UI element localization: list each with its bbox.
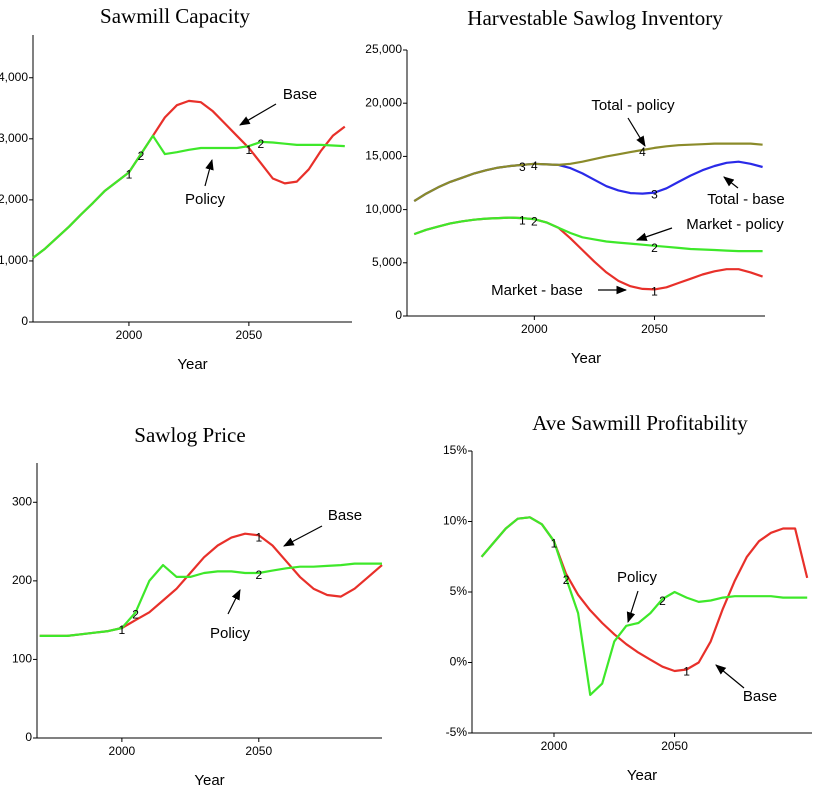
series-marker-label: 1 <box>119 623 126 637</box>
series-marker-label: 2 <box>138 149 145 163</box>
x-tick-label: 2050 <box>236 328 263 342</box>
series-marker-label: 4 <box>639 145 646 159</box>
annotation-arrow <box>239 103 277 126</box>
x-tick-label: 2050 <box>661 739 688 753</box>
annotation: Policy <box>210 625 251 642</box>
annotation: Policy <box>185 191 226 208</box>
y-tick-label: 3,000 <box>0 131 28 145</box>
series-line <box>413 216 763 253</box>
chart-title: Ave Sawmill Profitability <box>532 411 748 435</box>
series-marker-label: 1 <box>126 168 133 182</box>
annotation-arrow <box>635 227 673 241</box>
series-marker-label: 1 <box>246 143 253 157</box>
x-axis-label: Year <box>194 772 224 789</box>
y-tick-label: 300 <box>12 494 32 508</box>
chart-title: Harvestable Sawlog Inventory <box>467 6 723 30</box>
series-marker-label: 2 <box>132 607 139 621</box>
y-tick-label: 20,000 <box>365 95 402 109</box>
annotation-arrow <box>723 176 739 189</box>
series-marker-label: 1 <box>519 213 526 227</box>
series-line <box>480 516 809 673</box>
y-tick-label: 1,000 <box>0 253 28 267</box>
annotation: Base <box>283 86 317 103</box>
x-axis-label: Year <box>177 356 207 373</box>
y-tick-label: 100 <box>12 652 32 666</box>
x-tick-label: 2000 <box>521 322 548 336</box>
y-tick-label: 0% <box>450 655 468 669</box>
series-line <box>32 134 345 259</box>
series-line <box>480 516 808 696</box>
annotation: Total - policy <box>591 97 675 114</box>
x-tick-label: 2000 <box>109 744 136 758</box>
annotation-arrow <box>283 525 323 547</box>
y-tick-label: 2,000 <box>0 192 28 206</box>
series-marker-label: 1 <box>551 536 558 550</box>
series-marker-label: 4 <box>531 159 538 173</box>
series-marker-label: 2 <box>563 573 570 587</box>
y-tick-label: 25,000 <box>365 42 402 56</box>
y-tick-label: 0 <box>25 730 32 744</box>
y-tick-label: 0 <box>395 308 402 322</box>
y-tick-label: -5% <box>446 725 468 739</box>
series-marker-label: 2 <box>258 137 265 151</box>
y-tick-label: 10,000 <box>365 202 402 216</box>
x-tick-label: 2000 <box>541 739 568 753</box>
series-marker-label: 1 <box>683 665 690 679</box>
y-tick-label: 5% <box>450 584 468 598</box>
chart-title: Sawmill Capacity <box>100 4 250 28</box>
annotation: Market - policy <box>686 216 784 233</box>
annotation-arrow <box>626 590 639 624</box>
y-tick-label: 5,000 <box>372 255 402 269</box>
x-tick-label: 2000 <box>116 328 143 342</box>
series-line <box>39 562 382 637</box>
annotation: Base <box>328 507 362 524</box>
annotation: Base <box>743 688 777 705</box>
series-marker-label: 2 <box>651 241 658 255</box>
y-tick-label: 15% <box>443 443 467 457</box>
x-tick-label: 2050 <box>641 322 668 336</box>
annotation-arrow <box>715 664 745 689</box>
annotation-arrow <box>227 589 241 615</box>
series-marker-label: 1 <box>255 530 262 544</box>
annotation: Total - base <box>707 191 785 208</box>
series-marker-label: 1 <box>651 285 658 299</box>
y-tick-label: 0 <box>21 314 28 328</box>
annotation-arrow <box>204 158 214 187</box>
series-line <box>413 142 763 203</box>
chart-title: Sawlog Price <box>134 423 245 447</box>
x-axis-label: Year <box>627 767 657 784</box>
x-tick-label: 2050 <box>245 744 272 758</box>
series-marker-label: 3 <box>651 188 658 202</box>
series-marker-label: 3 <box>519 160 526 174</box>
series-line <box>39 532 383 637</box>
y-tick-label: 200 <box>12 573 32 587</box>
annotation-arrow <box>627 117 646 147</box>
series-marker-label: 2 <box>659 594 666 608</box>
series-marker-label: 2 <box>531 214 538 228</box>
y-tick-label: 10% <box>443 514 467 528</box>
series-line <box>32 99 346 259</box>
y-tick-label: 4,000 <box>0 70 28 84</box>
y-tick-label: 15,000 <box>365 149 402 163</box>
annotation: Policy <box>617 569 658 586</box>
x-axis-label: Year <box>571 350 601 367</box>
annotation: Market - base <box>491 282 583 299</box>
series-marker-label: 2 <box>255 568 262 582</box>
